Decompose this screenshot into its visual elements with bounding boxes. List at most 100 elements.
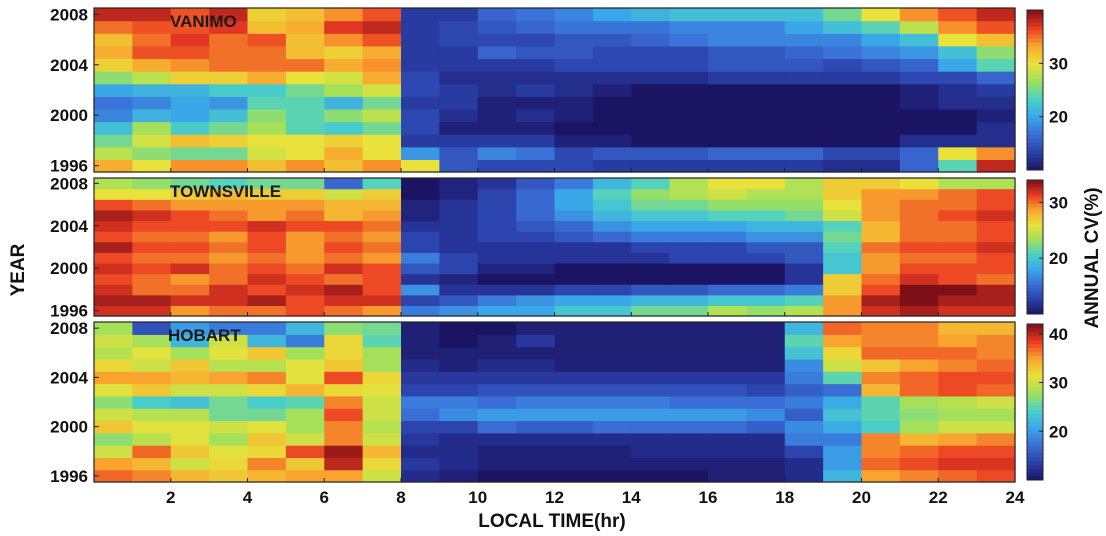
heatmap-cell: [861, 305, 901, 317]
heatmap-cell: [362, 199, 402, 211]
heatmap-cell: [477, 322, 517, 335]
colorbar-segment: [1027, 193, 1043, 198]
heatmap-cell: [285, 134, 325, 148]
heatmap-cell: [592, 322, 632, 335]
colorbar-segment: [1027, 233, 1043, 238]
heatmap-cell: [669, 383, 709, 397]
heatmap-cell: [362, 322, 402, 335]
heatmap-cell: [209, 134, 249, 148]
heatmap-cell: [976, 262, 1016, 275]
heatmap-cell: [746, 108, 786, 123]
heatmap-cell: [209, 395, 249, 409]
heatmap-cell: [554, 146, 594, 160]
heatmap-cell: [324, 209, 364, 222]
heatmap-cell: [554, 231, 594, 243]
heatmap-cell: [170, 134, 210, 148]
heatmap-cell: [631, 420, 671, 434]
heatmap-cell: [554, 121, 594, 135]
heatmap-cell: [94, 199, 133, 211]
heatmap-cell: [94, 445, 133, 458]
heatmap-cell: [823, 241, 863, 253]
heatmap-cell: [784, 252, 824, 264]
x-tick-label: 6: [320, 488, 329, 507]
heatmap-cell: [746, 371, 786, 385]
heatmap-cell: [209, 262, 249, 275]
heatmap-cell: [132, 20, 172, 34]
heatmap-cell: [132, 45, 172, 60]
heatmap-cell: [170, 20, 210, 34]
colorbar-segment: [1027, 154, 1043, 159]
colorbar-segment: [1027, 343, 1043, 348]
heatmap-cell: [861, 146, 901, 160]
heatmap-cell: [823, 209, 863, 222]
heatmap-cell: [554, 220, 594, 232]
heatmap-cell: [746, 146, 786, 160]
heatmap-cell: [170, 188, 210, 200]
heatmap-cell: [823, 252, 863, 264]
heatmap-cell: [401, 121, 440, 135]
heatmap-cell: [477, 262, 517, 275]
heatmap-cell: [94, 346, 133, 360]
heatmap-cell: [631, 146, 671, 160]
colorbar-segment: [1027, 98, 1043, 103]
heatmap-cell: [746, 209, 786, 222]
heatmap-cell: [362, 146, 402, 160]
heatmap-cell: [439, 199, 479, 211]
heatmap-cell: [708, 457, 747, 471]
heatmap-cell: [362, 220, 402, 232]
heatmap-cell: [708, 83, 747, 97]
heatmap-cell: [401, 371, 440, 385]
x-tick-label: 18: [775, 488, 794, 507]
heatmap-cell: [247, 395, 287, 409]
heatmap-cell: [669, 96, 709, 110]
heatmap-cell: [170, 146, 210, 160]
heatmap-cell: [631, 231, 671, 243]
heatmap-cell: [708, 420, 747, 434]
heatmap-cell: [477, 358, 517, 372]
heatmap-cell: [631, 33, 671, 47]
heatmap-cell: [439, 383, 479, 397]
heatmap-cell: [285, 445, 325, 458]
heatmap-cell: [132, 262, 172, 275]
heatmap-cell: [516, 146, 556, 160]
heatmap-cell: [746, 134, 786, 148]
heatmap-cell: [708, 231, 747, 243]
heatmap-cell: [170, 209, 210, 222]
heatmap-cell: [784, 209, 824, 222]
heatmap-cell: [401, 346, 440, 360]
heatmap-cell: [784, 71, 824, 85]
heatmap-cell: [132, 294, 172, 306]
colorbar-segment: [1027, 206, 1043, 211]
heatmap-cell: [285, 83, 325, 97]
colorbar-segment: [1027, 166, 1043, 171]
heatmap-cell: [94, 58, 133, 72]
heatmap-cell: [861, 432, 901, 446]
heatmap-cell: [554, 83, 594, 97]
colorbar-segment: [1027, 86, 1043, 91]
heatmap-cell: [899, 231, 939, 243]
heatmap-cell: [401, 457, 440, 471]
heatmap-cell: [516, 8, 556, 22]
colorbar-segment: [1027, 277, 1043, 281]
heatmap-cell: [708, 58, 747, 72]
colorbar-frame: [1026, 9, 1044, 171]
heatmap-cell: [477, 346, 517, 360]
heatmap-cell: [94, 20, 133, 34]
heatmap-cell: [285, 273, 325, 285]
heatmap-cell: [170, 58, 210, 72]
heatmap-cell: [899, 45, 939, 60]
heatmap-cell: [823, 58, 863, 72]
heatmap-cell: [631, 20, 671, 34]
heatmap-cell: [554, 33, 594, 47]
heatmap-cell: [784, 334, 824, 348]
colorbar-segment: [1027, 190, 1043, 194]
heatmap-cell: [247, 220, 287, 232]
colorbar-segment: [1027, 150, 1043, 155]
heatmap-cell: [94, 432, 133, 446]
heatmap-cell: [899, 209, 939, 222]
heatmap-cell: [439, 322, 479, 335]
heatmap-cell: [976, 445, 1016, 458]
heatmap-cell: [94, 408, 133, 422]
x-axis-title: LOCAL TIME(hr): [478, 511, 625, 532]
heatmap-cell: [938, 371, 978, 385]
